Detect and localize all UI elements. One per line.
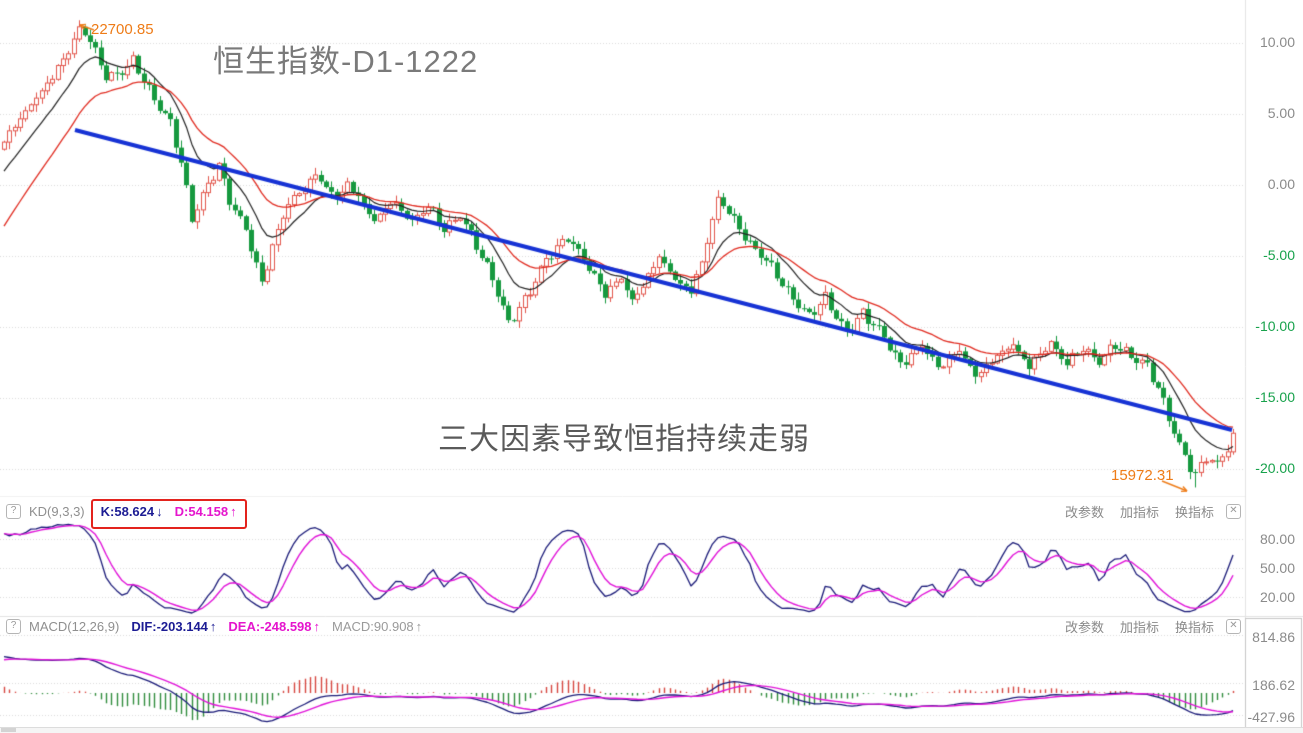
kd-close-icon[interactable]: ✕: [1226, 503, 1241, 519]
main-axis-label: -10.00: [1255, 318, 1295, 334]
macd-axis-label: -427.96: [1247, 709, 1295, 725]
main-axis-label: 10.00: [1259, 34, 1295, 50]
macd-dif-value: DIF:-203.144: [131, 618, 208, 634]
macd-indicator-label[interactable]: MACD(12,26,9): [29, 618, 120, 634]
kd-change-params-button[interactable]: 改参数: [1064, 504, 1104, 520]
kd-axis-label: 50.00: [1259, 560, 1295, 576]
kd-values-highlight-box: K:58.624 ↓ D:54.158 ↑: [90, 499, 247, 529]
kd-d-value: D:54.158: [174, 504, 229, 519]
kd-k-value: K:58.624: [100, 504, 155, 519]
macd-add-indicator-button[interactable]: 加指标: [1119, 619, 1159, 635]
d-up-arrow-icon: ↑: [230, 504, 237, 519]
macd-axis-label: 186.62: [1252, 677, 1295, 693]
kd-add-indicator-button[interactable]: 加指标: [1119, 504, 1159, 520]
peak-price-annotation: 22700.85: [91, 21, 154, 38]
kd-axis-label: 20.00: [1259, 589, 1295, 606]
kd-axis-label: 80.00: [1259, 530, 1295, 547]
macd-hist-value: MACD:90.908: [332, 618, 414, 634]
macd-panel-header: ? MACD(12,26,9) DIF:-203.144 ↑ DEA:-248.…: [6, 616, 1241, 636]
kd-indicator-label[interactable]: KD(9,3,3): [29, 503, 85, 519]
help-icon[interactable]: ?: [6, 503, 21, 519]
help-icon[interactable]: ?: [6, 618, 21, 634]
main-axis-label: 5.00: [1267, 105, 1295, 121]
kd-switch-indicator-button[interactable]: 换指标: [1174, 504, 1214, 520]
main-axis-label: 0.00: [1267, 176, 1295, 192]
main-axis-label: -20.00: [1255, 460, 1295, 476]
chart-title: 恒生指数-D1-1222: [213, 44, 479, 79]
low-price-annotation: 15972.31: [1111, 467, 1174, 484]
dea-up-arrow-icon: ↑: [313, 618, 321, 634]
k-down-arrow-icon: ↓: [156, 504, 163, 519]
headline-annotation: 三大因素导致恒指持续走弱: [438, 423, 810, 456]
macd-switch-indicator-button[interactable]: 换指标: [1174, 619, 1214, 635]
macd-dea-value: DEA:-248.598: [228, 618, 312, 634]
dif-up-arrow-icon: ↑: [209, 618, 217, 634]
macd-close-icon[interactable]: ✕: [1226, 618, 1241, 634]
main-axis-label: -5.00: [1263, 247, 1295, 263]
macd-axis-label: 814.86: [1252, 629, 1295, 645]
time-axis-scrollbar[interactable]: [0, 727, 1303, 733]
kd-panel-header: ? KD(9,3,3) K:58.624 ↓ D:54.158 ↑ 改参数 加指标 换…: [6, 499, 1241, 529]
macd-change-params-button[interactable]: 改参数: [1064, 619, 1104, 635]
macd-up-arrow-icon: ↑: [415, 618, 423, 634]
main-axis-label: -15.00: [1255, 389, 1295, 405]
time-axis-handle-icon[interactable]: [1, 728, 16, 732]
